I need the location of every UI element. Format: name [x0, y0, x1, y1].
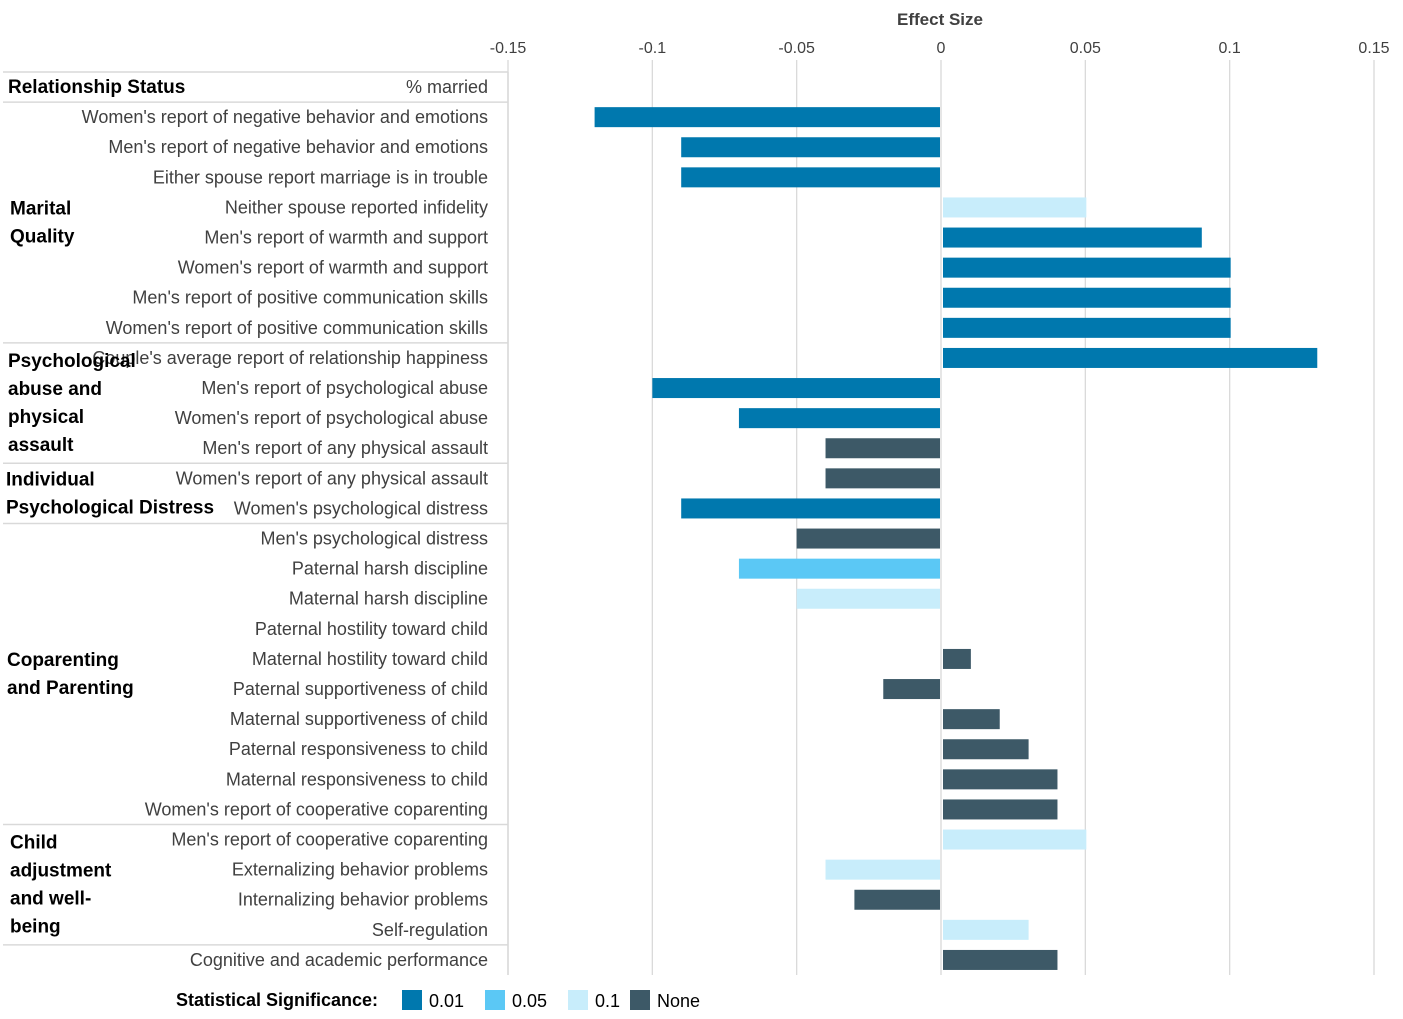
bar [738, 408, 940, 429]
group-label: Relationship Status [8, 77, 185, 98]
row-label: Women's report of negative behavior and … [82, 107, 488, 127]
bar [943, 317, 1231, 338]
legend-swatch [568, 990, 588, 1010]
bar [943, 829, 1087, 850]
row-label: Internalizing behavior problems [238, 890, 488, 910]
row-label: Cognitive and academic performance [190, 950, 488, 970]
group-label: Marital Quality [10, 199, 75, 248]
legend-swatch [402, 990, 422, 1010]
bar [943, 227, 1202, 248]
bar [943, 709, 1000, 730]
legend-swatch [485, 990, 505, 1010]
row-label: Men's report of positive communication s… [132, 288, 488, 308]
legend-title: Statistical Significance: [176, 990, 378, 1010]
x-tick-label: 0.05 [1070, 40, 1101, 57]
row-label: Paternal harsh discipline [292, 559, 488, 579]
row-label: Women's report of cooperative coparentin… [145, 799, 488, 819]
legend-label: 0.05 [512, 991, 547, 1011]
bar [825, 468, 940, 489]
group-label: Child adjustment and well-being [10, 833, 112, 938]
bar [854, 889, 940, 910]
x-axis-ticks: -0.15 -0.1 -0.05 0 0.05 0.1 0.15 [490, 40, 1390, 57]
bar [594, 107, 940, 128]
row-label: Couple's average report of relationship … [92, 348, 488, 368]
bar [796, 588, 940, 609]
row-label: Paternal supportiveness of child [233, 679, 488, 699]
bar [883, 679, 940, 700]
row-label: Men's report of any physical assault [202, 438, 488, 458]
bar [681, 137, 940, 158]
grid-lines [507, 60, 1375, 975]
row-label: Neither spouse reported infidelity [225, 197, 488, 217]
row-label: Externalizing behavior problems [232, 860, 488, 880]
row-label: Women's report of warmth and support [178, 258, 488, 278]
row-label: Men's report of warmth and support [204, 228, 488, 248]
legend-swatch [630, 990, 650, 1010]
group-label: Coparenting and Parenting [7, 650, 134, 699]
bar [652, 378, 940, 399]
bar [943, 739, 1029, 760]
row-label: Women's report of psychological abuse [175, 408, 488, 428]
bar [943, 287, 1231, 308]
row-label: Men's report of psychological abuse [201, 378, 488, 398]
x-tick-label: -0.05 [778, 40, 815, 57]
x-tick-label: -0.1 [639, 40, 667, 57]
bar [943, 648, 971, 669]
bar [825, 438, 940, 459]
bar [943, 919, 1029, 940]
group-label: Individual Psychological Distress [6, 469, 214, 518]
bar [943, 799, 1058, 820]
x-tick-label: 0.1 [1219, 40, 1241, 57]
bar [943, 257, 1231, 278]
row-label: Maternal harsh discipline [289, 589, 488, 609]
bar [681, 167, 940, 188]
legend-label: 0.01 [429, 991, 464, 1011]
legend-label: None [657, 991, 700, 1011]
group-label: Psychological abuse and physical assault [8, 351, 136, 456]
legend: Statistical Significance: 0.01 0.05 0.1 None [176, 990, 700, 1011]
row-label: Paternal hostility toward child [255, 619, 488, 639]
row-label: Men's psychological distress [260, 529, 488, 549]
row-label: Maternal supportiveness of child [230, 709, 488, 729]
x-axis-title: Effect Size [897, 10, 983, 29]
bar [943, 197, 1087, 218]
row-label: Men's report of negative behavior and em… [108, 137, 488, 157]
bar [681, 498, 940, 519]
bar [943, 949, 1058, 970]
row-label: Men's report of cooperative coparenting [171, 830, 488, 850]
x-tick-label: -0.15 [490, 40, 527, 57]
row-label: Maternal hostility toward child [252, 649, 488, 669]
row-label: Women's psychological distress [234, 498, 488, 518]
bars [594, 107, 1318, 970]
row-label: Maternal responsiveness to child [226, 769, 488, 789]
row-label: Women's report of any physical assault [176, 468, 488, 488]
legend-label: 0.1 [595, 991, 620, 1011]
row-label: Self-regulation [372, 920, 488, 940]
x-tick-label: 0.15 [1358, 40, 1389, 57]
x-tick-label: 0 [937, 40, 946, 57]
bar [796, 528, 940, 549]
row-label: Paternal responsiveness to child [229, 739, 488, 759]
bar [943, 347, 1318, 368]
row-label: % married [406, 77, 488, 97]
bar [943, 769, 1058, 790]
bar [738, 558, 940, 579]
row-label: Women's report of positive communication… [106, 318, 488, 338]
bar [825, 859, 940, 880]
label-table: Relationship Status % married Women's repo… [3, 71, 509, 975]
row-label: Either spouse report marriage is in trou… [153, 167, 488, 187]
